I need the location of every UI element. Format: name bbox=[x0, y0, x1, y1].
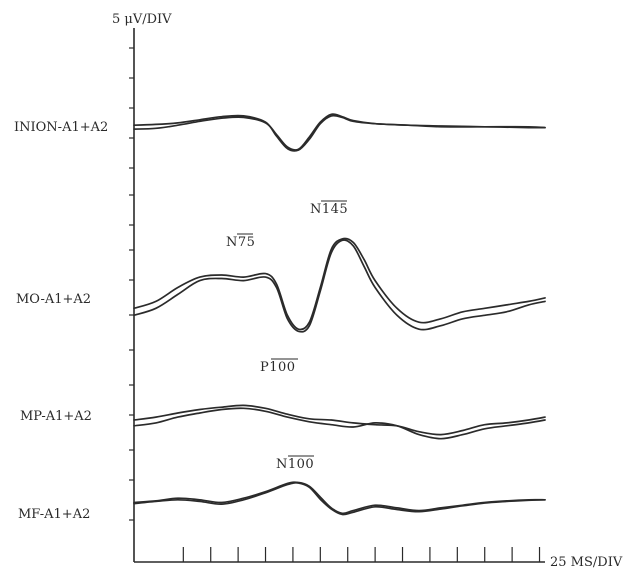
x-axis-ticks bbox=[182, 547, 541, 562]
y-axis-ticks bbox=[129, 47, 134, 521]
channel-label-inion: INION-A1+A2 bbox=[14, 120, 108, 135]
peak-label-n145: N145 bbox=[310, 202, 348, 217]
channel-label-mp: MP-A1+A2 bbox=[20, 409, 92, 424]
peak-label-n75: N75 bbox=[226, 235, 255, 250]
trace-ch3-run1 bbox=[133, 481, 546, 516]
channel-label-mo: MO-A1+A2 bbox=[16, 292, 91, 307]
peak-label-p100: P100 bbox=[260, 360, 296, 375]
channel-label-mf: MF-A1+A2 bbox=[18, 507, 90, 522]
trace-ch3-run0 bbox=[133, 481, 546, 515]
trace-ch0-run1 bbox=[133, 113, 546, 151]
trace-ch0-run0 bbox=[133, 114, 546, 152]
y-axis-scale-label: 5 μV/DIV bbox=[112, 12, 172, 27]
peak-label-n100: N100 bbox=[276, 457, 314, 472]
waveform-traces bbox=[133, 113, 546, 516]
trace-ch1-run1 bbox=[133, 239, 546, 333]
x-axis-scale-label: 25 MS/DIV bbox=[550, 555, 623, 570]
trace-ch2-run1 bbox=[133, 407, 546, 440]
channel-labels: INION-A1+A2 MO-A1+A2 MP-A1+A2 MF-A1+A2 bbox=[14, 120, 108, 522]
trace-ch1-run0 bbox=[133, 237, 546, 331]
peak-annotations: N75 N145 P100 N100 bbox=[226, 200, 348, 472]
trace-ch2-run0 bbox=[133, 404, 546, 436]
